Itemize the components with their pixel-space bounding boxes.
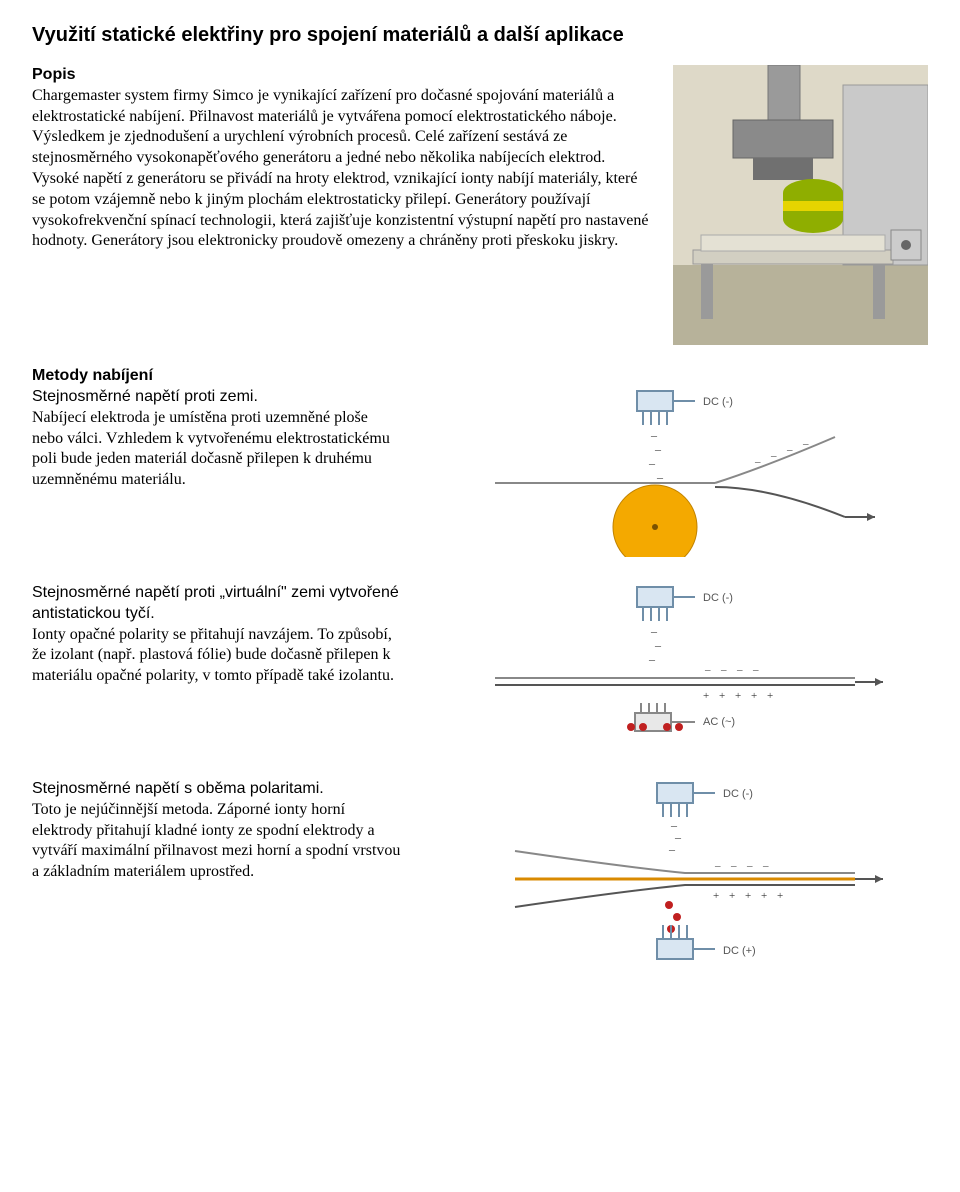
intro-block: Popis Chargemaster system firmy Simco je… (32, 65, 928, 345)
method-2-subheading: Stejnosměrné napětí proti „virtuální" ze… (32, 583, 402, 625)
svg-text:+: + (751, 690, 757, 702)
diagram-1: DC (-) – – – – –––– ++++ (422, 387, 928, 557)
svg-text:+: + (735, 690, 741, 702)
svg-text:–: – (654, 638, 662, 652)
svg-text:–: – (654, 442, 662, 456)
svg-text:–: – (648, 652, 656, 666)
method-row-3: Stejnosměrné napětí s oběma polaritami. … (32, 779, 928, 979)
svg-text:–: – (674, 830, 682, 844)
svg-text:–: – (650, 624, 658, 638)
method-1-body: Nabíjecí elektroda je umístěna proti uze… (32, 408, 402, 491)
svg-text:+: + (767, 690, 773, 702)
svg-text:–: – (802, 438, 809, 450)
dc-neg-label: DC (-) (703, 396, 733, 408)
method-3-body: Toto je nejúčinnější metoda. Záporné ion… (32, 800, 402, 883)
svg-text:–: – (714, 860, 721, 872)
diagram-2: DC (-) – – – –––– +++++ (422, 583, 928, 753)
dc-pos-label: DC (+) (723, 945, 756, 957)
svg-text:+: + (719, 690, 725, 702)
popis-body: Chargemaster system firmy Simco je vynik… (32, 86, 653, 252)
method-row-2: Stejnosměrné napětí proti „virtuální" ze… (32, 583, 928, 753)
diagram-3: DC (-) – – – –––– +++++ (422, 779, 928, 979)
popis-heading: Popis (32, 65, 653, 86)
svg-text:–: – (704, 664, 711, 676)
methods-heading: Metody nabíjení (32, 367, 928, 385)
svg-text:–: – (754, 456, 761, 468)
svg-text:–: – (720, 664, 727, 676)
svg-text:+: + (745, 890, 751, 902)
svg-text:–: – (656, 470, 664, 484)
svg-text:+: + (761, 890, 767, 902)
method-2-body: Ionty opačné polarity se přitahují navzá… (32, 625, 402, 687)
svg-text:+: + (729, 890, 735, 902)
method-1-subheading: Stejnosměrné napětí proti zemi. (32, 387, 402, 408)
equipment-photo (673, 65, 928, 345)
svg-text:–: – (730, 860, 737, 872)
ac-label-2: AC (~) (703, 716, 735, 728)
intro-text: Popis Chargemaster system firmy Simco je… (32, 65, 653, 345)
svg-text:–: – (736, 664, 743, 676)
svg-text:–: – (786, 444, 793, 456)
svg-text:–: – (762, 860, 769, 872)
dc-neg-label-3: DC (-) (723, 788, 753, 800)
method-3-subheading: Stejnosměrné napětí s oběma polaritami. (32, 779, 402, 800)
svg-text:+: + (713, 890, 719, 902)
svg-text:–: – (752, 664, 759, 676)
svg-text:–: – (648, 456, 656, 470)
svg-text:–: – (650, 428, 658, 442)
svg-text:–: – (770, 450, 777, 462)
svg-text:+: + (703, 690, 709, 702)
method-row-1: Stejnosměrné napětí proti zemi. Nabíjecí… (32, 387, 928, 557)
svg-text:+: + (777, 890, 783, 902)
dc-neg-label-2: DC (-) (703, 592, 733, 604)
page-title: Využití statické elektřiny pro spojení m… (32, 24, 928, 47)
svg-text:–: – (746, 860, 753, 872)
svg-text:–: – (668, 842, 676, 856)
